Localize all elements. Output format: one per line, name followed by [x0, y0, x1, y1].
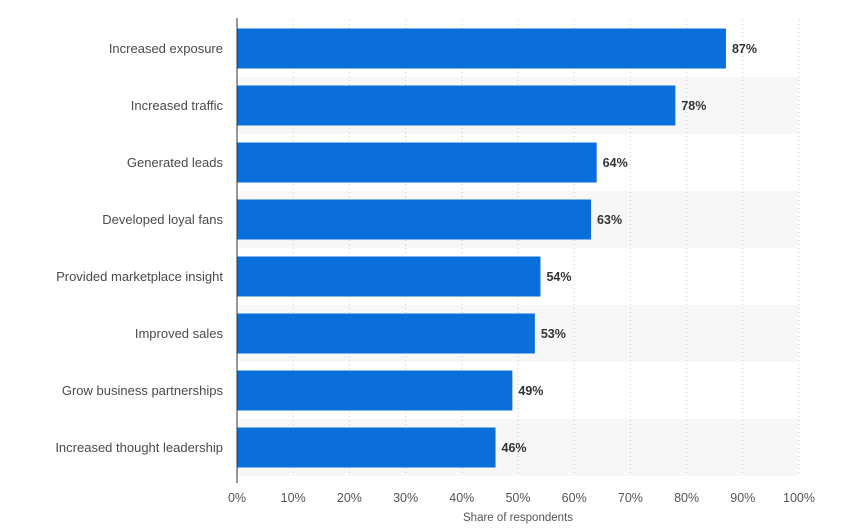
x-tick-label: 70% — [618, 491, 643, 505]
bar — [237, 28, 726, 69]
category-labels: Increased exposure Increased traffic Gener… — [55, 41, 223, 455]
bar — [237, 427, 496, 468]
bar — [237, 370, 513, 411]
x-tick-label: 100% — [783, 491, 815, 505]
x-tick-label: 90% — [730, 491, 755, 505]
x-tick-label: 80% — [674, 491, 699, 505]
x-tick-label: 10% — [281, 491, 306, 505]
category-label: Increased thought leadership — [55, 440, 223, 455]
x-axis-title: Share of respondents — [463, 512, 573, 524]
x-tick-label: 20% — [337, 491, 362, 505]
bar — [237, 199, 592, 240]
x-tick-label: 50% — [505, 491, 530, 505]
bar — [237, 142, 597, 183]
category-label: Increased traffic — [131, 98, 224, 113]
data-label: 46% — [502, 441, 527, 455]
x-tick-label: 40% — [449, 491, 474, 505]
category-label: Increased exposure — [109, 41, 223, 56]
data-label: 49% — [518, 384, 543, 398]
category-label: Developed loyal fans — [102, 212, 223, 227]
data-labels: 87% 78% 64% 63% 54% 53% 49% 46% — [502, 42, 757, 455]
data-label: 63% — [597, 213, 622, 227]
category-label: Grow business partnerships — [62, 383, 224, 398]
x-tick-labels: 0% 10% 20% 30% 40% 50% 60% 70% 80% 90% 100% — [228, 491, 815, 505]
category-label: Generated leads — [127, 155, 224, 170]
category-label: Provided marketplace insight — [56, 269, 223, 284]
bars — [237, 28, 726, 468]
data-label: 78% — [681, 99, 706, 113]
bar — [237, 313, 535, 354]
bar — [237, 256, 541, 297]
x-tick-label: 30% — [393, 491, 418, 505]
x-tick-label: 0% — [228, 491, 246, 505]
category-label: Improved sales — [135, 326, 224, 341]
data-label: 87% — [732, 42, 757, 56]
data-label: 54% — [546, 270, 571, 284]
bar — [237, 85, 676, 126]
data-label: 53% — [541, 327, 566, 341]
x-tick-label: 60% — [562, 491, 587, 505]
data-label: 64% — [603, 156, 628, 170]
